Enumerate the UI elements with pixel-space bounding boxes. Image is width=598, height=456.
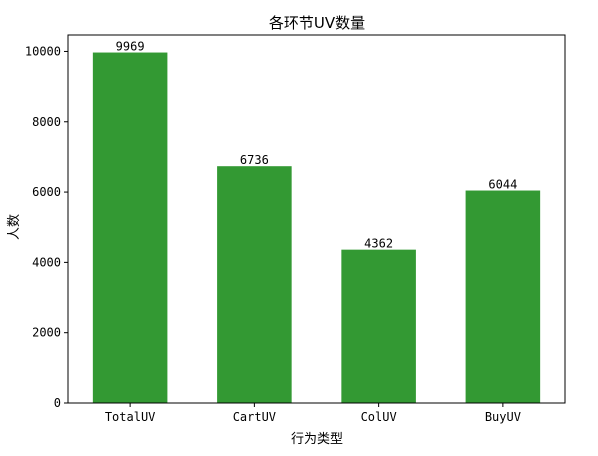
plot-area: 9969 TotalUV 6736 CartUV 4362 ColUV 6044 BuyUV 0… [25, 34, 566, 424]
x-tick-label-TotalUV: TotalUV [105, 410, 156, 424]
y-tick-label-4000: 4000 [32, 255, 61, 269]
bar-CartUV [217, 166, 292, 403]
y-tick-label-0: 0 [54, 396, 61, 410]
x-tick-label-ColUV: ColUV [361, 410, 397, 424]
data-label-CartUV: 6736 [240, 153, 269, 167]
y-axis-label: 人数 [7, 214, 22, 240]
bar-TotalUV [92, 52, 168, 403]
x-tick-label-CartUV: CartUV [233, 410, 276, 424]
data-label-BuyUV: 6044 [488, 178, 517, 192]
x-axis-label: 行为类型 [291, 432, 343, 447]
bar-ColUV [341, 249, 416, 403]
x-tick-label-BuyUV: BuyUV [485, 410, 521, 424]
y-tick-label-8000: 8000 [32, 115, 61, 129]
data-label-ColUV: 4362 [364, 237, 393, 251]
data-label-TotalUV: 9969 [116, 40, 145, 54]
y-tick-label-6000: 6000 [32, 185, 61, 199]
bar-BuyUV [465, 190, 541, 403]
plot-frame [67, 34, 566, 404]
y-tick-label-10000: 10000 [25, 44, 61, 58]
chart-title: 各环节UV数量 [269, 14, 365, 32]
y-tick-label-2000: 2000 [32, 326, 61, 340]
